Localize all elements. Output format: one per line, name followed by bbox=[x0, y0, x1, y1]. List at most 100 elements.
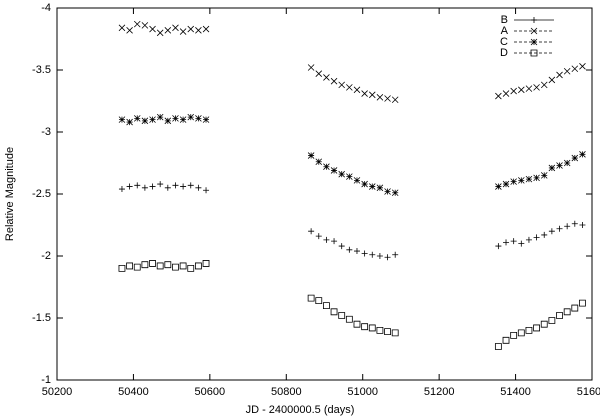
data-point bbox=[353, 86, 361, 94]
data-point bbox=[141, 261, 149, 269]
data-point bbox=[391, 96, 399, 104]
data-point bbox=[118, 265, 126, 272]
data-point bbox=[172, 24, 179, 32]
data-point bbox=[564, 223, 571, 230]
data-point bbox=[525, 236, 532, 243]
data-point bbox=[315, 158, 323, 166]
data-point bbox=[391, 189, 399, 197]
y-tick-label: -3.5 bbox=[32, 64, 51, 76]
data-point bbox=[533, 324, 540, 332]
data-point bbox=[525, 327, 533, 334]
data-point bbox=[502, 90, 510, 97]
data-point bbox=[579, 62, 586, 70]
data-point bbox=[517, 329, 525, 337]
data-point bbox=[202, 25, 210, 33]
data-point bbox=[571, 154, 579, 162]
data-point bbox=[376, 253, 383, 259]
data-point bbox=[503, 239, 510, 246]
legend-label: D bbox=[500, 47, 508, 59]
data-point bbox=[330, 308, 338, 316]
data-point bbox=[330, 167, 338, 174]
data-point bbox=[384, 95, 391, 102]
data-point bbox=[330, 77, 338, 85]
legend-label: A bbox=[501, 25, 509, 37]
data-point bbox=[149, 183, 156, 190]
data-point bbox=[346, 84, 353, 91]
data-point bbox=[368, 324, 376, 332]
y-tick-label: -1.5 bbox=[32, 312, 51, 324]
data-point bbox=[579, 151, 586, 158]
data-point bbox=[126, 183, 133, 190]
data-point bbox=[563, 67, 571, 75]
data-point bbox=[141, 184, 148, 191]
data-point bbox=[187, 113, 195, 121]
plot-frame bbox=[56, 7, 593, 381]
data-point bbox=[187, 182, 194, 189]
data-point bbox=[502, 180, 510, 188]
data-point bbox=[308, 228, 315, 235]
data-point bbox=[518, 86, 525, 94]
data-point bbox=[307, 64, 315, 71]
y-tick-label: -1 bbox=[41, 374, 51, 386]
data-point bbox=[203, 187, 210, 194]
x-axis-label: JD - 2400000.5 (days) bbox=[246, 404, 355, 416]
data-point bbox=[126, 262, 134, 270]
data-point bbox=[187, 265, 195, 272]
data-point bbox=[548, 228, 555, 235]
data-point bbox=[338, 312, 346, 319]
legend-marker bbox=[530, 27, 538, 35]
data-point bbox=[202, 116, 210, 123]
data-point bbox=[495, 183, 502, 190]
data-point bbox=[164, 27, 172, 34]
x-tick-label: 50200 bbox=[42, 386, 73, 398]
data-point bbox=[179, 28, 187, 35]
data-point bbox=[571, 304, 579, 312]
data-point bbox=[156, 29, 164, 37]
data-point bbox=[540, 320, 548, 328]
legend-marker bbox=[531, 17, 537, 23]
data-point bbox=[518, 240, 525, 247]
data-point bbox=[126, 118, 133, 126]
data-point bbox=[556, 225, 563, 232]
data-point bbox=[195, 115, 202, 122]
data-point bbox=[157, 181, 164, 188]
data-point bbox=[510, 178, 517, 185]
data-point bbox=[323, 163, 330, 171]
data-point bbox=[510, 87, 517, 95]
y-tick-label: -2 bbox=[41, 250, 51, 262]
data-point bbox=[134, 182, 141, 189]
data-point bbox=[338, 81, 345, 89]
data-point bbox=[533, 234, 540, 241]
data-point bbox=[376, 184, 384, 192]
data-point bbox=[540, 172, 548, 179]
x-tick-label: 51200 bbox=[424, 386, 455, 398]
x-tick-label: 51000 bbox=[347, 386, 378, 398]
data-point bbox=[502, 336, 510, 344]
data-point bbox=[353, 177, 361, 184]
data-point bbox=[369, 251, 376, 258]
data-point bbox=[195, 184, 202, 191]
x-tick-label: 50400 bbox=[118, 386, 149, 398]
data-point bbox=[315, 297, 323, 305]
data-point bbox=[149, 25, 156, 33]
data-point bbox=[525, 85, 533, 92]
data-point bbox=[510, 238, 517, 245]
legend-marker bbox=[530, 49, 538, 57]
data-point bbox=[571, 65, 579, 73]
data-point bbox=[533, 84, 540, 91]
data-point bbox=[118, 186, 125, 193]
data-point bbox=[510, 331, 518, 339]
data-point bbox=[384, 254, 391, 261]
data-point bbox=[149, 260, 156, 267]
data-point bbox=[392, 251, 399, 258]
data-point bbox=[187, 25, 195, 33]
data-point bbox=[315, 233, 322, 240]
y-tick-label: -3 bbox=[41, 126, 51, 138]
data-point bbox=[579, 299, 586, 307]
data-point bbox=[384, 188, 391, 195]
data-point bbox=[368, 183, 376, 190]
data-point bbox=[172, 263, 179, 271]
data-point bbox=[172, 115, 179, 122]
data-point bbox=[307, 294, 315, 302]
